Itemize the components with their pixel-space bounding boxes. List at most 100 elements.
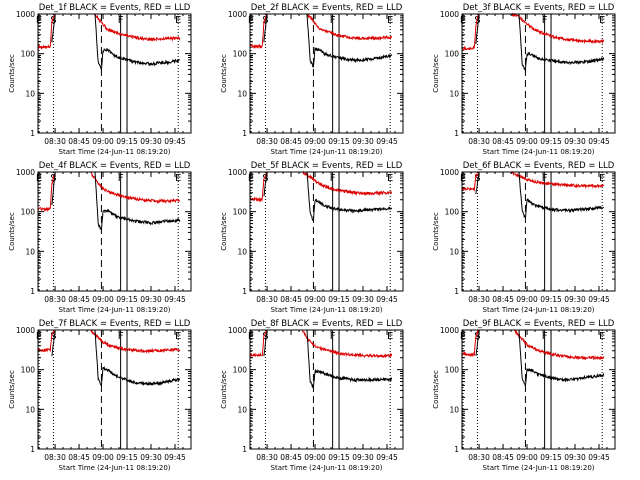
series-line [461, 12, 605, 51]
x-tick-label: 09:45 [164, 295, 186, 304]
y-tick-label: 1 [30, 129, 35, 138]
event-marker-label: E [387, 15, 393, 26]
chart-panel: Det_5f BLACK = Events, RED = LLD Counts/s… [220, 161, 404, 314]
y-tick-label: 1000 [228, 326, 247, 335]
x-tick-label: 09:30 [564, 295, 586, 304]
x-tick-label: 08:45 [68, 453, 90, 462]
y-axis-label: Counts/sec [8, 370, 16, 409]
chart-panel: Det_3f BLACK = Events, RED = LLD Counts/s… [432, 3, 616, 156]
series-line [475, 171, 605, 219]
x-tick-label: 08:30 [44, 453, 66, 462]
y-tick-label: 1 [30, 287, 35, 296]
chart-panel: Det_8f BLACK = Events, RED = LLD Counts/s… [220, 319, 404, 472]
event-marker-label: E [599, 15, 605, 26]
series-line [37, 329, 181, 354]
x-tick-label: 09:30 [352, 137, 374, 146]
x-axis-label: Start Time (24-Jun-11 08:19:20) [483, 306, 595, 314]
series-line [263, 329, 393, 389]
event-marker-label: F [118, 331, 124, 342]
plot-frame [461, 171, 616, 292]
y-tick-label: 1000 [440, 168, 459, 177]
plot-frame [249, 13, 404, 134]
x-tick-label: 09:30 [352, 295, 374, 304]
event-marker-label: E [175, 331, 181, 342]
x-tick-label: 08:45 [68, 295, 90, 304]
x-axis-label: Start Time (24-Jun-11 08:19:20) [483, 464, 595, 472]
series-line [461, 170, 605, 192]
x-tick-label: 08:45 [280, 453, 302, 462]
y-tick-label: 1 [242, 287, 247, 296]
x-tick-label: 09:00 [516, 137, 538, 146]
x-tick-label: 09:45 [376, 137, 398, 146]
y-tick-label: 1000 [228, 10, 247, 19]
series-line [51, 13, 180, 71]
y-tick-label: 10 [237, 89, 247, 98]
y-tick-label: 1000 [16, 326, 35, 335]
x-tick-label: 09:45 [588, 137, 610, 146]
event-marker-label: F [542, 15, 548, 26]
event-marker-label: S [262, 15, 268, 26]
y-tick-label: 1000 [16, 168, 35, 177]
x-tick-label: 08:30 [468, 295, 490, 304]
y-axis-label: Counts/sec [432, 54, 440, 93]
x-tick-label: 08:30 [44, 137, 66, 146]
event-marker-label: E [387, 173, 393, 184]
chart-title: Det_8f BLACK = Events, RED = LLD [251, 319, 403, 329]
x-tick-label: 09:30 [140, 295, 162, 304]
event-marker-label: S [262, 173, 268, 184]
plot-frame [37, 329, 192, 450]
y-tick-label: 10 [25, 247, 35, 256]
event-marker-label: E [387, 331, 393, 342]
y-axis-label: Counts/sec [432, 212, 440, 251]
x-tick-label: 09:15 [328, 137, 350, 146]
y-axis-label: Counts/sec [8, 54, 16, 93]
y-tick-label: 1000 [440, 326, 459, 335]
chart-panel: Det_1f BLACK = Events, RED = LLD Counts/s… [8, 3, 192, 156]
y-tick-label: 100 [21, 366, 36, 375]
event-marker-label: F [542, 331, 548, 342]
event-marker-label: E [175, 173, 181, 184]
x-tick-label: 09:30 [564, 137, 586, 146]
y-tick-label: 100 [233, 366, 248, 375]
x-tick-label: 09:30 [352, 453, 374, 462]
x-tick-label: 09:00 [92, 137, 114, 146]
chart-title: Det_5f BLACK = Events, RED = LLD [251, 161, 403, 171]
series-line [37, 171, 180, 213]
x-tick-label: 08:45 [492, 137, 514, 146]
x-tick-label: 09:00 [92, 295, 114, 304]
x-tick-label: 09:15 [540, 453, 562, 462]
x-tick-label: 09:15 [328, 295, 350, 304]
chart-panel: Det_2f BLACK = Events, RED = LLD Counts/s… [220, 3, 404, 156]
x-tick-label: 09:00 [304, 453, 326, 462]
y-tick-label: 10 [237, 405, 247, 414]
x-tick-label: 09:15 [540, 295, 562, 304]
plot-frame [37, 171, 192, 292]
y-tick-label: 10 [237, 247, 247, 256]
y-tick-label: 1 [454, 445, 459, 454]
x-tick-label: 09:45 [164, 453, 186, 462]
event-marker-label: F [330, 15, 336, 26]
y-tick-label: 1000 [228, 168, 247, 177]
x-tick-label: 09:45 [164, 137, 186, 146]
series-line [263, 171, 393, 222]
plot-frame [461, 329, 616, 450]
y-tick-label: 1 [454, 287, 459, 296]
plot-frame [37, 13, 192, 134]
y-tick-label: 100 [445, 50, 460, 59]
event-marker-label: S [474, 173, 480, 184]
x-tick-label: 09:15 [116, 453, 138, 462]
y-tick-label: 10 [25, 405, 35, 414]
x-tick-label: 09:30 [140, 453, 162, 462]
y-tick-label: 1 [30, 445, 35, 454]
x-tick-label: 09:45 [376, 453, 398, 462]
y-tick-label: 100 [233, 208, 248, 217]
y-tick-label: 1 [454, 129, 459, 138]
x-tick-label: 09:15 [328, 453, 350, 462]
chart-panel: Det_9f BLACK = Events, RED = LLD Counts/s… [432, 319, 616, 472]
series-line [37, 13, 181, 50]
x-axis-label: Start Time (24-Jun-11 08:19:20) [271, 148, 383, 156]
chart-panel: Det_4f BLACK = Events, RED = LLD Counts/s… [8, 161, 192, 314]
series-line [461, 329, 605, 361]
x-tick-label: 09:15 [540, 137, 562, 146]
